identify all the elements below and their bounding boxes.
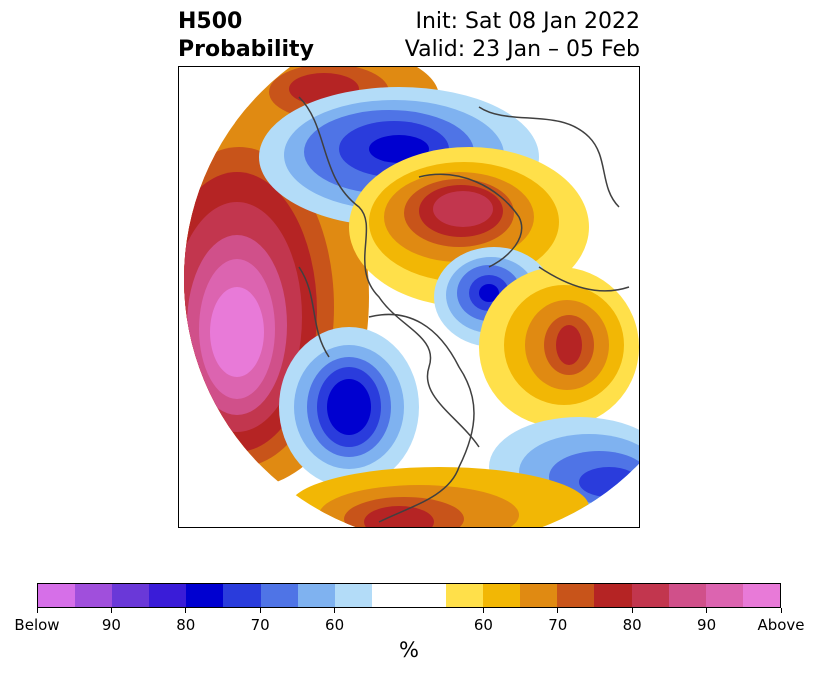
product-label: Probability (178, 37, 314, 62)
colorbar-tick-label: 90 (101, 616, 121, 634)
colorbar-below-segment-1 (75, 584, 113, 607)
colorbar-tick-mark (36, 608, 38, 613)
map-title-right: Init: Sat 08 Jan 2022 Valid: 23 Jan – 05… (405, 8, 640, 64)
valid-date-label: Valid: 23 Jan – 05 Feb (404, 37, 640, 62)
colorbar-tick-label: 90 (697, 616, 717, 634)
colorbar-tick-label: 60 (325, 616, 345, 634)
colorbar-above-segment-6 (668, 584, 706, 607)
colorbar-tick-mark (259, 608, 261, 613)
colorbar-below-segment-7 (297, 584, 335, 607)
variable-label: H500 (178, 9, 243, 34)
colorbar-tick-mark (557, 608, 559, 613)
colorbar-tick-mark (185, 608, 187, 613)
colorbar-tick-mark (110, 608, 112, 613)
colorbar-tick-mark (706, 608, 708, 613)
colorbar-tick-mark (780, 608, 782, 613)
colorbar-below-segment-2 (112, 584, 150, 607)
colorbar-below-segment-8 (334, 584, 372, 607)
colorbar-tick-mark (334, 608, 336, 613)
colorbar-below-segment-4 (186, 584, 224, 607)
colorbar-tick-mark (631, 608, 633, 613)
colorbar-neutral-segment (371, 584, 447, 607)
colorbar-above-segment-4 (594, 584, 632, 607)
colorbar-above-segment-8 (742, 584, 780, 607)
colorbar-tick-label: 60 (473, 616, 493, 634)
colorbar-below-segment-5 (223, 584, 261, 607)
colorbar-tick-label: 80 (176, 616, 196, 634)
colorbar-tick-label: Below (14, 616, 60, 634)
coastlines (298, 96, 630, 523)
colorbar-tick-label: 70 (250, 616, 270, 634)
colorbar-above-segment-3 (557, 584, 595, 607)
colorbar-above-segment-5 (631, 584, 669, 607)
colorbar-above-segment-0 (446, 584, 484, 607)
colorbar-tick-mark (482, 608, 484, 613)
probability-field (184, 67, 639, 527)
map-title-left: H500 Probability (178, 8, 314, 64)
colorbar-tick-label: 70 (548, 616, 568, 634)
colorbar-below-segment-6 (260, 584, 298, 607)
colorbar-unit-label: % (399, 638, 419, 662)
polar-stereographic-map (184, 67, 639, 527)
init-date-label: Init: Sat 08 Jan 2022 (415, 9, 640, 34)
colorbar-above-segment-1 (483, 584, 521, 607)
colorbar-below-segment-3 (149, 584, 187, 607)
colorbar-above-segment-2 (520, 584, 558, 607)
probability-colorbar (37, 583, 781, 608)
colorbar-tick-label: Above (757, 616, 805, 634)
colorbar-below-segment-0 (38, 584, 76, 607)
colorbar-above-segment-7 (705, 584, 743, 607)
probability-map (178, 66, 640, 528)
colorbar-tick-label: 80 (622, 616, 642, 634)
